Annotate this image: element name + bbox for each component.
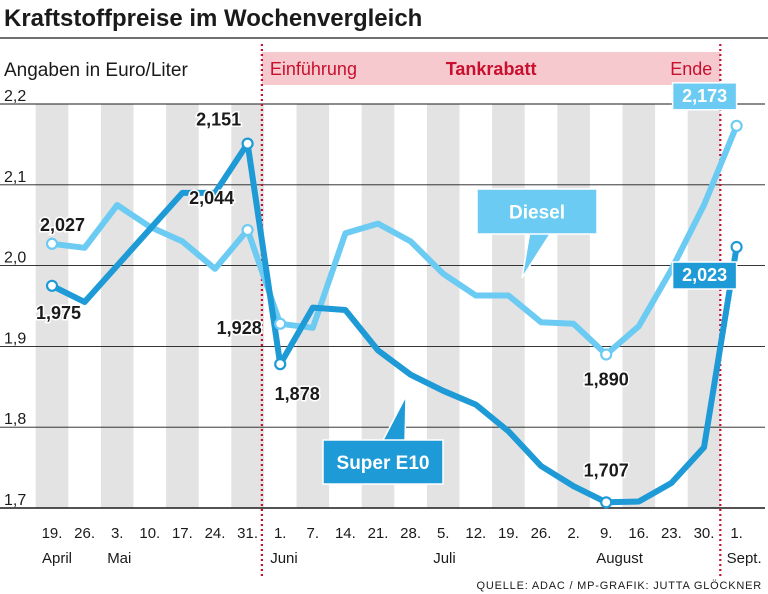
x-tick-label: 10.	[139, 525, 160, 542]
e10-line	[49, 140, 740, 506]
y-tick-label: 2,0	[4, 250, 26, 267]
x-tick-label: 24.	[205, 525, 226, 542]
e10-point	[241, 137, 254, 150]
diesel-callout-box	[476, 188, 598, 235]
diesel-point	[241, 223, 254, 237]
column-stripe	[100, 104, 134, 508]
y-tick-label: 2,2	[4, 88, 26, 105]
data-label: 2,173	[682, 86, 727, 106]
column-stripe	[166, 104, 199, 508]
grid-lines	[0, 103, 765, 509]
e10-point	[45, 279, 59, 292]
x-tick-label: 3.	[111, 525, 124, 542]
end-value-box	[671, 261, 738, 290]
y-tick-label: 1,7	[4, 492, 26, 509]
x-tick-label: 7.	[307, 525, 320, 542]
e10-callout: Super E10	[322, 395, 444, 485]
band-title: Tankrabatt	[446, 59, 537, 79]
x-tick-label: 19.	[498, 525, 519, 542]
axis-ticks: 1,7 1,8 1,9 2,0 2,1 2,2 19. 26. 3. 10. 17. 24. 31. 1.…	[4, 88, 762, 567]
diesel-callout: Diesel	[476, 188, 598, 279]
chart-title: Kraftstoffpreise im Wochenvergleich	[4, 5, 422, 32]
data-points	[45, 119, 743, 509]
y-tick-label: 1,8	[4, 411, 26, 428]
x-tick-label: 12.	[465, 525, 486, 542]
data-label: 2,023	[682, 265, 727, 285]
x-tick-label: 14.	[335, 525, 356, 542]
diesel-point	[274, 317, 287, 330]
band-end-label: Ende	[670, 59, 712, 79]
e10-point	[274, 358, 287, 371]
series-lines	[49, 122, 740, 506]
x-tick-label: 23.	[661, 525, 682, 542]
diesel-point	[730, 119, 743, 132]
data-label: 2,027	[40, 215, 85, 235]
diesel-point	[600, 348, 613, 361]
diesel-callout-pointer	[521, 230, 554, 279]
x-tick-label: 5.	[437, 525, 450, 542]
band-header	[261, 52, 721, 85]
data-label: 1,928	[217, 318, 262, 338]
data-label: 1,878	[275, 384, 320, 404]
column-stripe	[35, 104, 69, 508]
x-tick-label: 2.	[567, 525, 580, 542]
column-stripe	[557, 104, 590, 508]
month-label: April	[42, 550, 72, 567]
month-label: Mai	[107, 550, 131, 567]
source-credit: QUELLE: ADAC / MP-GRAFIK: JUTTA GLÖCKNER	[477, 580, 762, 592]
x-tick-label: 31.	[237, 525, 258, 542]
e10-callout-box	[322, 439, 444, 485]
x-tick-label: 1.	[730, 525, 743, 542]
column-stripe	[231, 104, 264, 508]
diesel-point	[45, 237, 59, 250]
x-tick-label: 17.	[172, 525, 193, 542]
data-labels: 1,975 2,151 1,878 1,707 2,023 2,027 2,044 1,928…	[35, 82, 738, 482]
month-label: Juli	[433, 550, 456, 567]
series-callouts: Diesel Super E10	[322, 188, 598, 485]
month-label: August	[596, 550, 644, 567]
y-tick-label: 2,1	[4, 169, 26, 186]
data-label: 2,044	[189, 188, 234, 208]
x-tick-label: 1.	[274, 525, 287, 542]
x-tick-label: 30.	[694, 525, 715, 542]
band-start-label: Einführung	[270, 59, 357, 79]
diesel-callout-label: Diesel	[509, 203, 565, 224]
x-tick-label: 26.	[531, 525, 552, 542]
e10-point	[730, 240, 743, 254]
month-label: Sept.	[727, 550, 762, 567]
diesel-line	[49, 122, 740, 358]
y-tick-label: 1,9	[4, 330, 26, 347]
x-tick-label: 21.	[368, 525, 389, 542]
x-tick-label: 16.	[628, 525, 649, 542]
end-value-box	[671, 82, 738, 111]
data-label: 1,890	[584, 369, 629, 389]
data-label: 1,975	[36, 303, 81, 323]
month-label: Juni	[270, 550, 298, 567]
y-axis-label: Angaben in Euro/Liter	[4, 60, 188, 81]
x-tick-label: 19.	[42, 525, 63, 542]
x-tick-label: 9.	[600, 525, 613, 542]
data-label: 2,151	[196, 110, 241, 130]
event-lines	[260, 44, 722, 578]
data-label: 1,707	[584, 460, 629, 480]
x-tick-label: 28.	[400, 525, 421, 542]
e10-callout-label: Super E10	[337, 453, 430, 474]
e10-point	[600, 496, 613, 509]
tankrabatt-band: Einführung Tankrabatt Ende	[261, 52, 721, 85]
x-tick-label: 26.	[74, 525, 95, 542]
